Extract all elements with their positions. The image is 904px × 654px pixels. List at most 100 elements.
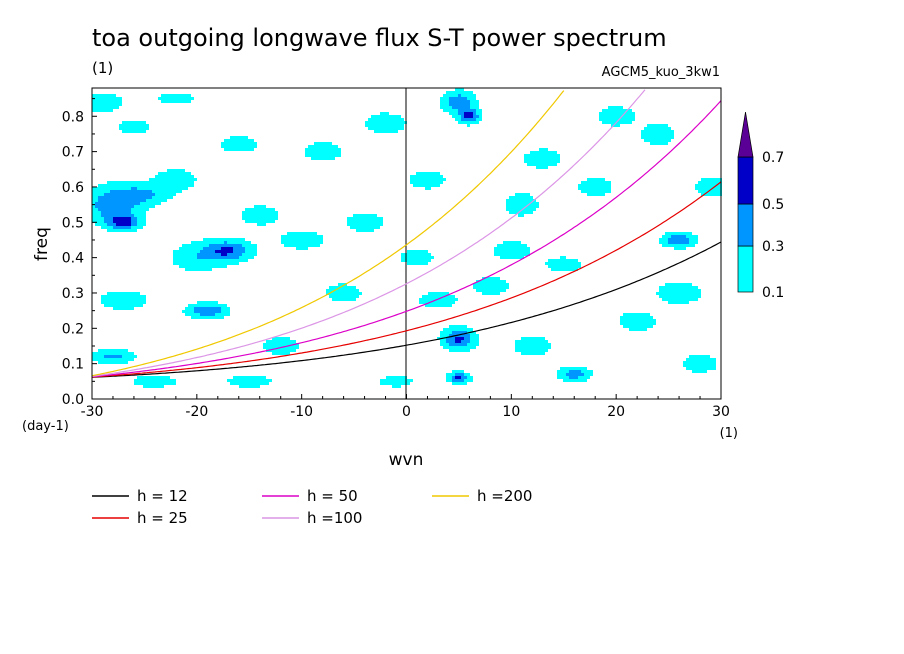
power-cell: [107, 187, 110, 190]
power-cell: [473, 121, 476, 124]
power-cell: [689, 241, 692, 244]
power-cell: [242, 250, 245, 253]
power-cell: [251, 211, 254, 214]
power-cell: [296, 244, 299, 247]
power-cell: [656, 142, 659, 145]
power-cell: [134, 199, 137, 202]
power-cell: [158, 199, 161, 202]
power-cell: [173, 250, 176, 253]
power-cell: [176, 184, 179, 187]
power-cell: [518, 205, 521, 208]
power-cell: [557, 157, 560, 160]
power-cell: [122, 229, 125, 232]
power-cell: [704, 178, 707, 181]
power-cell: [254, 250, 257, 253]
power-cell: [389, 379, 392, 382]
power-cell: [293, 241, 296, 244]
power-field: [92, 88, 722, 388]
power-cell: [332, 151, 335, 154]
power-cell: [356, 223, 359, 226]
power-cell: [101, 208, 104, 211]
power-cell: [704, 355, 707, 358]
power-cell: [452, 103, 455, 106]
power-cell: [416, 184, 419, 187]
power-cell: [107, 304, 110, 307]
power-cell: [509, 208, 512, 211]
power-cell: [338, 154, 341, 157]
power-cell: [335, 151, 338, 154]
power-cell: [701, 358, 704, 361]
power-cell: [320, 241, 323, 244]
power-cell: [143, 385, 146, 388]
power-cell: [119, 181, 122, 184]
power-cell: [506, 199, 509, 202]
power-cell: [569, 370, 572, 373]
power-cell: [428, 181, 431, 184]
power-cell: [425, 259, 428, 262]
power-cell: [704, 184, 707, 187]
power-cell: [101, 301, 104, 304]
power-cell: [350, 295, 353, 298]
power-cell: [461, 103, 464, 106]
power-cell: [125, 307, 128, 310]
power-cell: [695, 238, 698, 241]
power-cell: [443, 346, 446, 349]
power-cell: [233, 382, 236, 385]
power-cell: [116, 349, 119, 352]
power-cell: [182, 259, 185, 262]
power-cell: [350, 226, 353, 229]
power-cell: [617, 112, 620, 115]
power-cell: [518, 199, 521, 202]
power-cell: [662, 235, 665, 238]
power-cell: [443, 334, 446, 337]
power-cell: [599, 178, 602, 181]
power-cell: [197, 313, 200, 316]
power-cell: [704, 358, 707, 361]
power-cell: [662, 241, 665, 244]
power-cell: [98, 187, 101, 190]
power-cell: [668, 232, 671, 235]
power-cell: [101, 103, 104, 106]
power-cell: [359, 223, 362, 226]
power-cell: [128, 121, 131, 124]
power-cell: [176, 94, 179, 97]
power-cell: [281, 349, 284, 352]
power-cell: [122, 130, 125, 133]
power-cell: [176, 172, 179, 175]
power-cell: [119, 355, 122, 358]
power-cell: [296, 235, 299, 238]
power-cell: [458, 328, 461, 331]
power-cell: [188, 310, 191, 313]
power-cell: [572, 259, 575, 262]
power-cell: [563, 262, 566, 265]
power-cell: [266, 208, 269, 211]
power-cell: [419, 253, 422, 256]
power-cell: [218, 253, 221, 256]
power-cell: [212, 259, 215, 262]
power-cell: [305, 154, 308, 157]
power-cell: [113, 307, 116, 310]
power-cell: [353, 214, 356, 217]
power-cell: [236, 145, 239, 148]
power-cell: [614, 106, 617, 109]
power-cell: [467, 124, 470, 127]
power-cell: [440, 106, 443, 109]
power-cell: [137, 202, 140, 205]
power-cell: [176, 100, 179, 103]
power-cell: [149, 382, 152, 385]
power-cell: [134, 382, 137, 385]
power-cell: [443, 109, 446, 112]
power-cell: [671, 289, 674, 292]
power-cell: [692, 361, 695, 364]
power-cell: [461, 379, 464, 382]
power-cell: [251, 385, 254, 388]
power-cell: [587, 193, 590, 196]
power-cell: [230, 139, 233, 142]
power-cell: [305, 235, 308, 238]
power-cell: [245, 241, 248, 244]
power-cell: [155, 376, 158, 379]
power-cell: [125, 349, 128, 352]
power-cell: [377, 130, 380, 133]
power-cell: [431, 298, 434, 301]
power-cell: [398, 124, 401, 127]
